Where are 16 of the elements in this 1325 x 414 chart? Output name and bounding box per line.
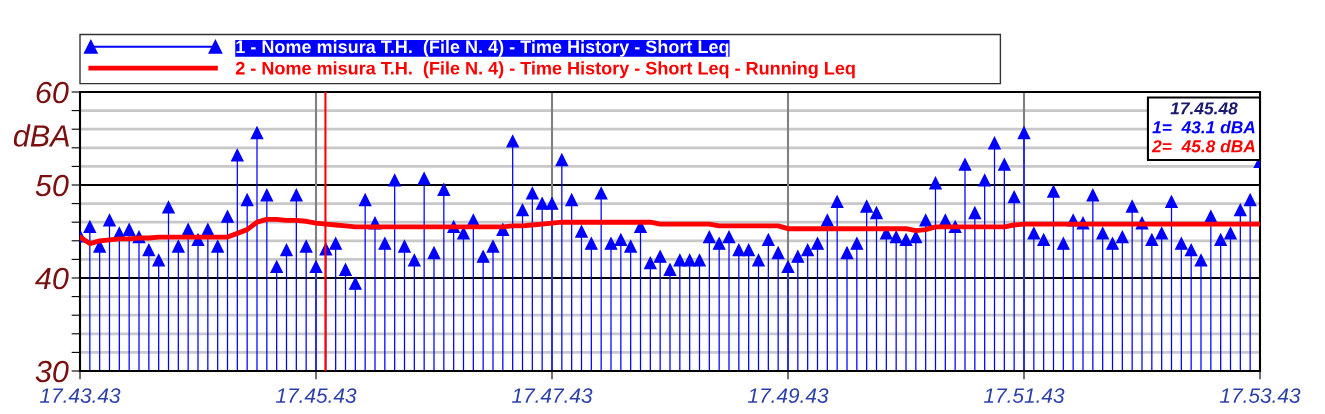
y-tick-label: 40 [35, 267, 69, 290]
x-tick-label: 17.47.43 [512, 388, 593, 403]
legend-label: 1 - Nome misura T.H. (File N. 4) - Time History - Short Leq [236, 39, 729, 57]
annotation: 2= 45.8 dBA [1151, 139, 1255, 153]
text: 2 - Nome misura T.H. (File N. 4) - Time History - Short Leq - Running Leq [235, 61, 855, 79]
y-tick-label: 30 [35, 360, 69, 383]
y-axis-title: dBA [13, 124, 69, 147]
annotation: 17.45.48 [1170, 102, 1238, 115]
x-tick-label: 17.51.43 [984, 388, 1065, 403]
x-tick-label: 17.43.43 [40, 388, 121, 403]
x-tick-label: 17.53.43 [1220, 388, 1301, 403]
x-tick-label: 17.49.43 [748, 388, 829, 403]
y-tick-label: 60 [36, 81, 69, 104]
y-tick-label: 50 [35, 174, 69, 197]
x-tick-label: 17.45.43 [276, 388, 357, 403]
annotation: 1= 43.1 dBA [1152, 120, 1255, 134]
